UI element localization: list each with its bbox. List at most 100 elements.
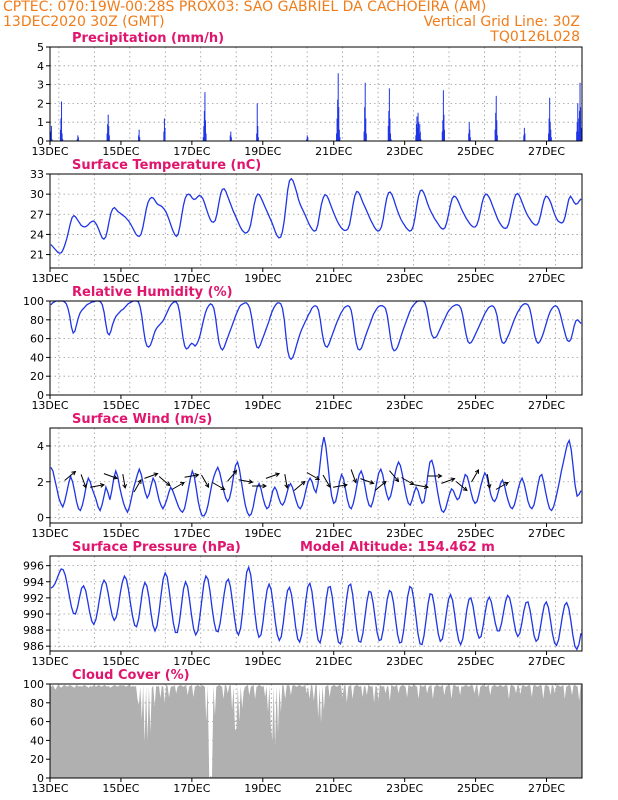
wind-arrow-head bbox=[113, 475, 119, 480]
precip-bar bbox=[164, 127, 166, 141]
wind-arrow-shaft bbox=[293, 481, 306, 491]
wind-arrow-head bbox=[99, 483, 105, 488]
precip-bar bbox=[577, 103, 579, 141]
y-tick-label: 2 bbox=[37, 476, 44, 489]
wind-arrow-head bbox=[381, 480, 387, 486]
precip-bar bbox=[549, 97, 551, 141]
panel-frame bbox=[49, 683, 583, 779]
wind-arrow-shaft bbox=[158, 476, 171, 486]
precip-bar bbox=[76, 139, 78, 141]
wind-arrow-head bbox=[394, 477, 400, 483]
wind-arrow-shaft bbox=[360, 478, 374, 484]
precip-bar bbox=[576, 131, 578, 141]
x-tick-label: 19DEC bbox=[244, 782, 281, 795]
precip-bar bbox=[77, 135, 79, 141]
series-line bbox=[50, 300, 582, 361]
precip-bar bbox=[390, 133, 392, 141]
header-line1: CPTEC: 070:19W-00:28S PROX03: SAO GABRIE… bbox=[3, 0, 487, 15]
x-tick-label: 15DEC bbox=[102, 527, 139, 540]
precip-bar bbox=[494, 129, 496, 141]
y-tick-label: 988 bbox=[23, 624, 44, 637]
precip-bar bbox=[203, 110, 205, 141]
wind-arrow-head bbox=[300, 480, 306, 486]
y-tick-label: 1 bbox=[37, 116, 44, 129]
panel-frame bbox=[49, 46, 583, 142]
panel-frame bbox=[49, 300, 583, 396]
x-tick-label: 17DEC bbox=[173, 399, 210, 412]
y-tick-label: 4 bbox=[37, 440, 44, 453]
panel-annotation: Model Altitude: 154.462 m bbox=[300, 540, 495, 555]
precip-bar bbox=[61, 133, 63, 141]
x-tick-label: 15DEC bbox=[102, 272, 139, 285]
wind-arrow-head bbox=[220, 485, 226, 491]
precip-bar bbox=[51, 139, 53, 141]
precip-bar bbox=[388, 88, 390, 141]
wind-arrow-head bbox=[315, 475, 321, 481]
panel-2: Relative Humidity (%) 0 20 40 60 80 100 13DEC 15… bbox=[23, 285, 583, 412]
x-tick-label: 21DEC bbox=[315, 782, 352, 795]
cloud-area bbox=[50, 684, 582, 778]
panel-title: Relative Humidity (%) bbox=[72, 285, 233, 300]
precip-bar bbox=[364, 107, 366, 141]
wind-arrow-shaft bbox=[80, 474, 87, 488]
precip-bar bbox=[578, 131, 580, 141]
precip-bar bbox=[580, 127, 582, 141]
wind-arrow-head bbox=[409, 480, 415, 486]
wind-arrow-shaft bbox=[455, 481, 468, 491]
precip-bar bbox=[205, 133, 207, 141]
precip-bar bbox=[577, 118, 579, 141]
y-tick-label: 0 bbox=[37, 512, 44, 525]
precip-bar bbox=[139, 137, 141, 141]
wind-arrow-head bbox=[194, 473, 200, 478]
precip-bar bbox=[418, 133, 420, 141]
y-tick-label: 990 bbox=[23, 608, 44, 621]
precip-bar bbox=[441, 131, 443, 141]
precip-bar bbox=[138, 135, 140, 141]
precip-bar bbox=[337, 99, 339, 141]
panel-frame bbox=[49, 173, 583, 269]
x-tick-label: 15DEC bbox=[102, 399, 139, 412]
y-tick-label: 80 bbox=[30, 697, 44, 710]
panel-0: Precipitation (mm/h) 0 1 2 3 4 5 13DEC 15DEC 17DE… bbox=[31, 31, 583, 158]
precip-bar bbox=[387, 125, 389, 141]
precip-bar bbox=[548, 118, 550, 141]
precip-bar bbox=[203, 125, 205, 141]
precip-bar bbox=[442, 90, 444, 141]
y-tick-label: 996 bbox=[23, 560, 44, 573]
x-tick-label: 21DEC bbox=[315, 145, 352, 158]
precip-bar bbox=[163, 118, 165, 141]
precip-bar bbox=[420, 139, 422, 141]
x-tick-label: 17DEC bbox=[173, 145, 210, 158]
precip-bar bbox=[61, 101, 63, 141]
panel-title: Surface Pressure (hPa) bbox=[72, 540, 241, 555]
y-tick-label: 0 bbox=[37, 389, 44, 402]
wind-arrow-head bbox=[342, 483, 348, 488]
wind-arrow-head bbox=[204, 483, 210, 489]
wind-arrow-head bbox=[450, 477, 456, 482]
x-tick-label: 23DEC bbox=[386, 527, 423, 540]
x-tick-label: 27DEC bbox=[528, 399, 565, 412]
x-tick-label: 23DEC bbox=[386, 145, 423, 158]
precip-bar bbox=[419, 131, 421, 141]
y-tick-label: 40 bbox=[30, 734, 44, 747]
x-tick-label: 21DEC bbox=[315, 272, 352, 285]
y-tick-label: 20 bbox=[30, 753, 44, 766]
precip-bar bbox=[306, 139, 308, 141]
precip-bar bbox=[548, 133, 550, 141]
series-line bbox=[50, 565, 582, 651]
x-tick-label: 23DEC bbox=[386, 782, 423, 795]
precip-bar bbox=[257, 137, 259, 141]
precip-bar bbox=[415, 124, 417, 141]
x-tick-label: 19DEC bbox=[244, 272, 281, 285]
precip-bar bbox=[307, 137, 309, 141]
y-tick-label: 994 bbox=[23, 576, 44, 589]
precip-bar bbox=[389, 118, 391, 141]
x-tick-label: 25DEC bbox=[457, 782, 494, 795]
wind-arrow-shaft bbox=[227, 470, 237, 482]
precip-bar bbox=[580, 107, 582, 141]
precip-bar bbox=[336, 133, 338, 141]
precip-bar bbox=[388, 110, 390, 141]
wind-arrow-shaft bbox=[238, 479, 253, 483]
precip-bar bbox=[468, 122, 470, 141]
precip-bar bbox=[337, 73, 339, 141]
